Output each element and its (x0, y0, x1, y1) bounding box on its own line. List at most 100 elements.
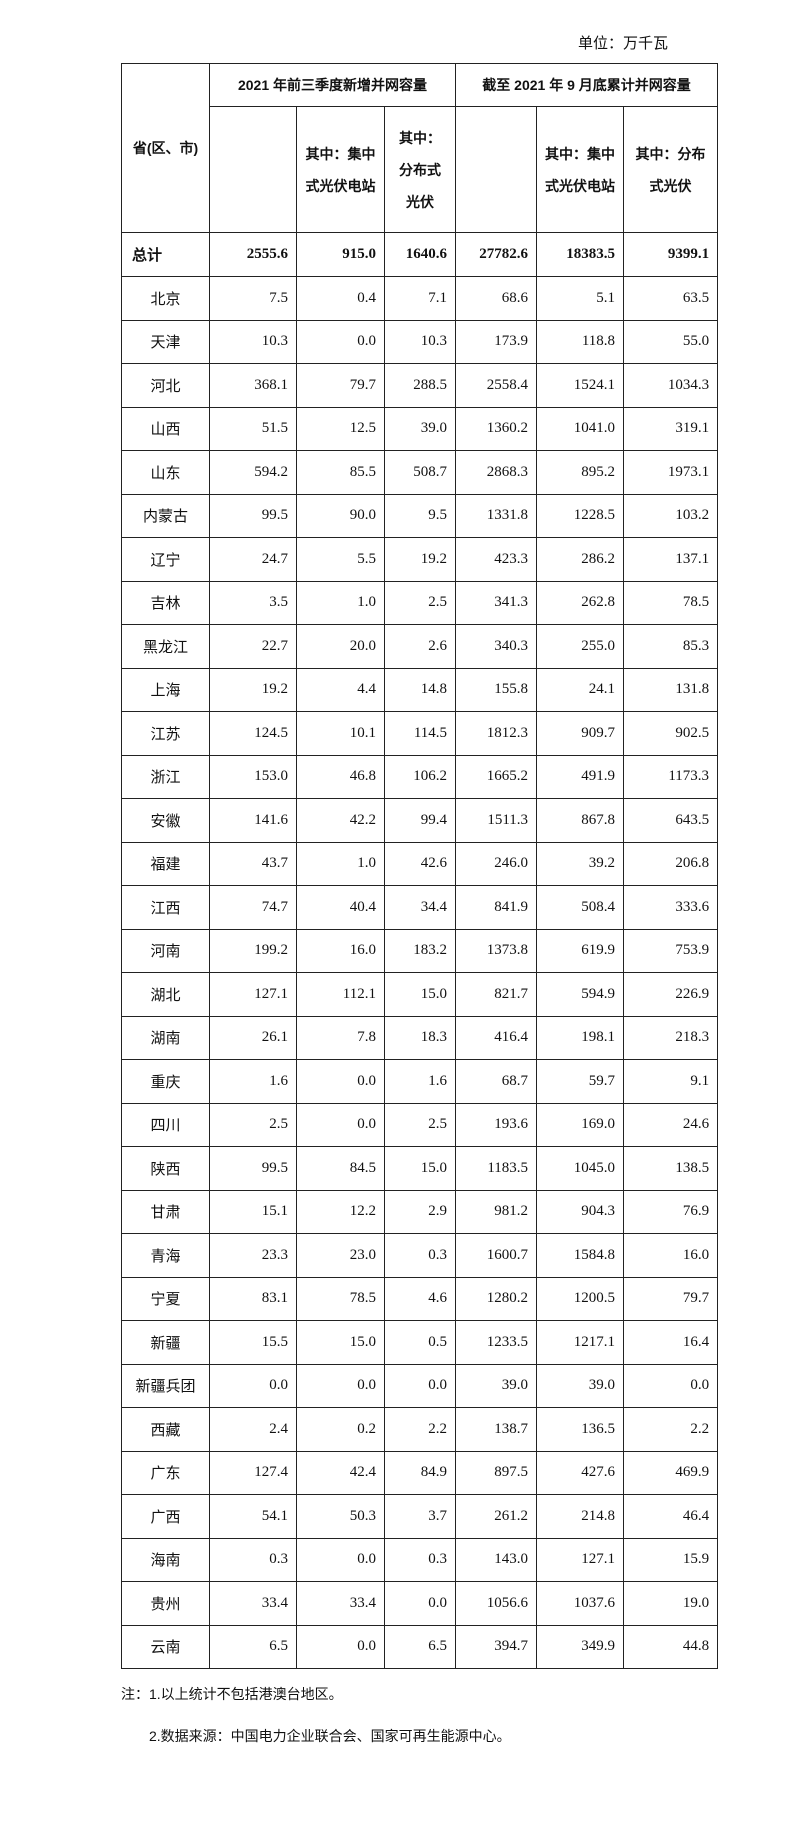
cell: 2.9 (383, 1189, 457, 1234)
region-name: 青海 (121, 1233, 210, 1278)
region-name: 安徽 (121, 798, 210, 843)
cell: 50.3 (296, 1494, 385, 1539)
cell: 2.2 (623, 1407, 719, 1452)
cell: 78.5 (623, 580, 719, 625)
cell: 10.1 (296, 711, 385, 756)
cell: 118.8 (536, 319, 625, 364)
cell: 1280.2 (455, 1276, 538, 1321)
cell: 3.5 (209, 580, 297, 625)
region-name: 黑龙江 (121, 624, 210, 669)
cell: 78.5 (296, 1276, 385, 1321)
cell: 255.0 (536, 624, 625, 669)
total-row: 总计 2555.6 915.0 1640.6 27782.6 18383.5 9… (121, 232, 719, 277)
cell: 16.0 (296, 928, 385, 973)
cell: 904.3 (536, 1189, 625, 1234)
cell: 10.3 (209, 319, 297, 364)
region-name: 江西 (121, 885, 210, 930)
cell: 15.5 (209, 1320, 297, 1365)
cell: 59.7 (536, 1059, 625, 1104)
cell: 341.3 (455, 580, 538, 625)
cell: 12.5 (296, 406, 385, 451)
cell: 319.1 (623, 406, 719, 451)
table-row: 重庆 1.6 0.0 1.6 68.7 59.7 9.1 (121, 1059, 719, 1104)
cell: 619.9 (536, 928, 625, 973)
cell: 131.8 (623, 667, 719, 712)
cell: 15.9 (623, 1537, 719, 1582)
cell: 193.6 (455, 1102, 538, 1147)
cell: 9.1 (623, 1059, 719, 1104)
cell: 491.9 (536, 754, 625, 799)
region-name: 天津 (121, 319, 210, 364)
cell: 127.1 (536, 1537, 625, 1582)
cell: 0.0 (209, 1363, 297, 1408)
cell: 1.6 (383, 1059, 457, 1104)
cell: 897.5 (455, 1450, 538, 1495)
cell: 19.2 (209, 667, 297, 712)
cell: 753.9 (623, 928, 719, 973)
table-row: 广西 54.1 50.3 3.7 261.2 214.8 46.4 (121, 1494, 719, 1539)
cell: 141.6 (209, 798, 297, 843)
region-name: 湖南 (121, 1015, 210, 1060)
header-new-centralized: 其中：集中式光伏电站 (296, 106, 385, 233)
cell: 33.4 (296, 1581, 385, 1626)
cell: 1360.2 (455, 406, 538, 451)
cell: 39.0 (455, 1363, 538, 1408)
cell: 469.9 (623, 1450, 719, 1495)
cell: 39.2 (536, 841, 625, 886)
cell: 1045.0 (536, 1146, 625, 1191)
header-new-total (209, 106, 297, 233)
table-row: 内蒙古 99.5 90.0 9.5 1331.8 1228.5 103.2 (121, 493, 719, 538)
cell: 99.5 (209, 1146, 297, 1191)
note-1: 注：1.以上统计不包括港澳台地区。 (121, 1686, 343, 1702)
table-row: 广东 127.4 42.4 84.9 897.5 427.6 469.9 (121, 1450, 719, 1495)
table-row: 甘肃 15.1 12.2 2.9 981.2 904.3 76.9 (121, 1189, 719, 1234)
region-name: 浙江 (121, 754, 210, 799)
cell: 1228.5 (536, 493, 625, 538)
cell: 226.9 (623, 972, 719, 1017)
cell: 288.5 (383, 363, 457, 408)
region-name: 内蒙古 (121, 493, 210, 538)
cell: 1037.6 (536, 1581, 625, 1626)
cell: 42.2 (296, 798, 385, 843)
region-name: 贵州 (121, 1581, 210, 1626)
cell: 2555.6 (209, 232, 297, 277)
cell: 12.2 (296, 1189, 385, 1234)
cell: 2868.3 (455, 450, 538, 495)
cell: 42.6 (383, 841, 457, 886)
cell: 9399.1 (623, 232, 719, 277)
table-row: 辽宁 24.7 5.5 19.2 423.3 286.2 137.1 (121, 537, 719, 582)
cell: 0.0 (383, 1363, 457, 1408)
table-row: 新疆 15.5 15.0 0.5 1233.5 1217.1 16.4 (121, 1320, 719, 1365)
cell: 68.7 (455, 1059, 538, 1104)
cell: 124.5 (209, 711, 297, 756)
cell: 1056.6 (455, 1581, 538, 1626)
cell: 1.0 (296, 841, 385, 886)
cell: 46.4 (623, 1494, 719, 1539)
table-row: 黑龙江 22.7 20.0 2.6 340.3 255.0 85.3 (121, 624, 719, 669)
cell: 427.6 (536, 1450, 625, 1495)
cell: 643.5 (623, 798, 719, 843)
cell: 909.7 (536, 711, 625, 756)
region-name: 甘肃 (121, 1189, 210, 1234)
cell: 15.0 (296, 1320, 385, 1365)
region-name: 云南 (121, 1624, 210, 1669)
cell: 394.7 (455, 1624, 538, 1669)
cell: 3.7 (383, 1494, 457, 1539)
cell: 19.2 (383, 537, 457, 582)
region-name: 上海 (121, 667, 210, 712)
cell: 16.0 (623, 1233, 719, 1278)
cell: 2.5 (383, 580, 457, 625)
cell: 1812.3 (455, 711, 538, 756)
cell: 199.2 (209, 928, 297, 973)
cell: 42.4 (296, 1450, 385, 1495)
cell: 40.4 (296, 885, 385, 930)
cell: 1.0 (296, 580, 385, 625)
cell: 15.0 (383, 972, 457, 1017)
cell: 173.9 (455, 319, 538, 364)
table-row: 吉林 3.5 1.0 2.5 341.3 262.8 78.5 (121, 580, 719, 625)
cell: 114.5 (383, 711, 457, 756)
cell: 18383.5 (536, 232, 625, 277)
cell: 0.2 (296, 1407, 385, 1452)
cell: 4.6 (383, 1276, 457, 1321)
region-name: 宁夏 (121, 1276, 210, 1321)
